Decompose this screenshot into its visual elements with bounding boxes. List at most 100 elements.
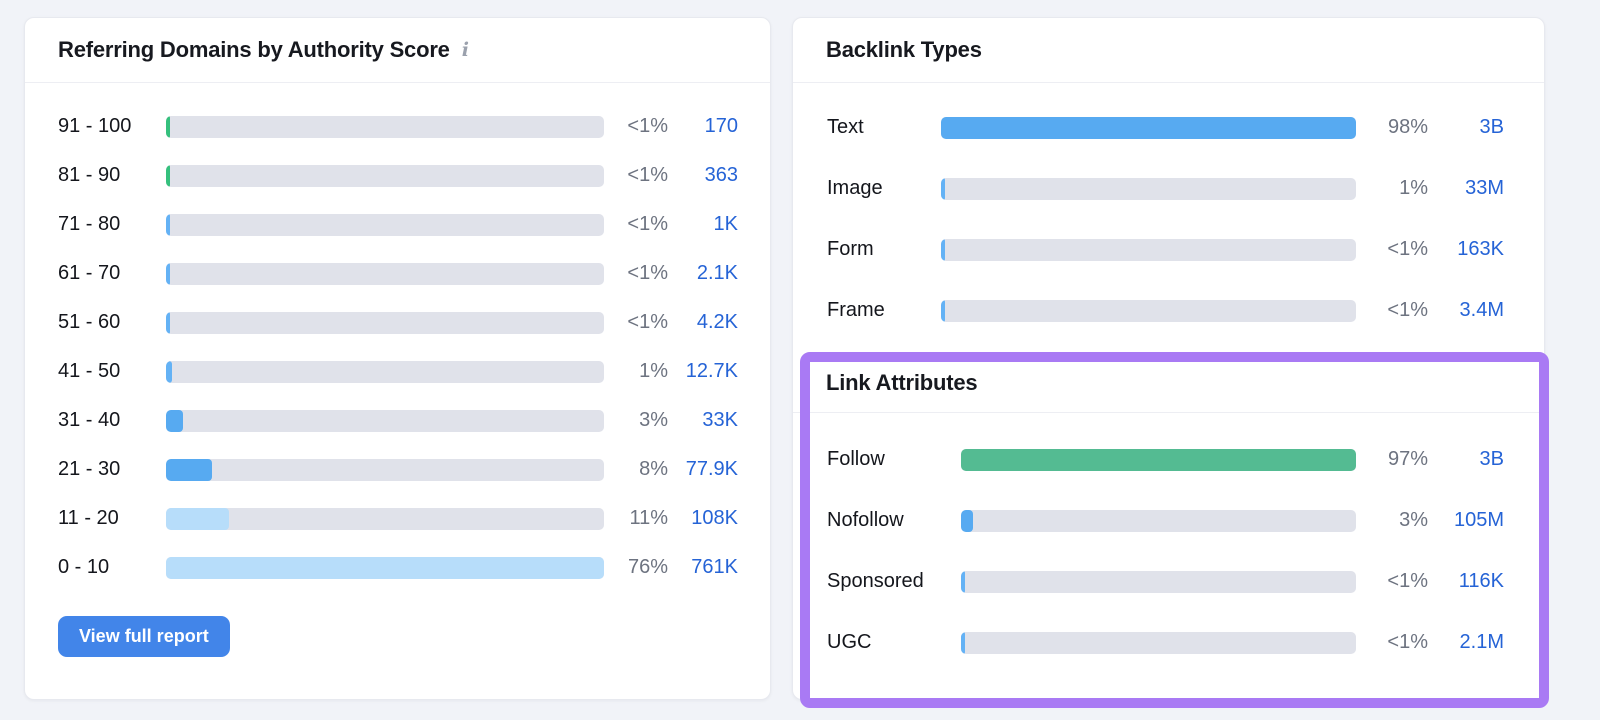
row-percent: 76% (627, 556, 668, 578)
panel-title-backlink-types: Backlink Types (826, 37, 982, 62)
row-value-link[interactable]: 2.1K (696, 262, 738, 284)
chart-row: 71 - 80 <1% 1K (58, 200, 738, 249)
bar-track (166, 458, 604, 481)
bar-track (961, 570, 1356, 593)
row-label: Sponsored (827, 570, 924, 592)
bar-fill (941, 177, 946, 200)
row-label: UGC (827, 631, 872, 653)
row-value-link[interactable]: 2.1M (1459, 631, 1504, 653)
row-label: Image (827, 177, 883, 199)
bar-track (961, 631, 1356, 654)
row-percent: <1% (1387, 238, 1428, 260)
row-value-link[interactable]: 3B (1479, 116, 1504, 138)
bar-fill (961, 570, 965, 593)
bar-fill (941, 299, 945, 322)
bar-track (166, 360, 604, 383)
row-value-link[interactable]: 363 (704, 164, 738, 186)
bar-track (961, 448, 1356, 471)
bar-fill (941, 238, 945, 261)
row-label: 91 - 100 (58, 115, 132, 137)
link-attributes-rows: Follow 97% 3B Nofollow 3% 105M Sponsored… (793, 413, 1544, 673)
bar-fill (166, 115, 170, 138)
row-label: 11 - 20 (58, 507, 119, 529)
row-percent: 1% (1399, 177, 1428, 199)
chart-row: 51 - 60 <1% 4.2K (58, 298, 738, 347)
bar-fill (166, 458, 213, 481)
chart-row: 0 - 10 76% 761K (58, 543, 738, 592)
chart-row: 11 - 20 11% 108K (58, 494, 738, 543)
row-percent: <1% (627, 311, 668, 333)
row-value-link[interactable]: 33K (702, 409, 738, 431)
row-label: 81 - 90 (58, 164, 121, 186)
bar-track (166, 213, 604, 236)
bar-fill (166, 262, 170, 285)
row-value-link[interactable]: 116K (1458, 570, 1504, 592)
row-percent: <1% (1387, 631, 1428, 653)
row-value-link[interactable]: 12.7K (685, 360, 738, 382)
backlinks-panel: Backlink Types Text 98% 3B Image 1% 33M … (792, 17, 1545, 700)
chart-row: 81 - 90 <1% 363 (58, 151, 738, 200)
row-percent: 1% (639, 360, 668, 382)
chart-row: UGC <1% 2.1M (827, 612, 1504, 673)
row-percent: 97% (1387, 448, 1428, 470)
row-label: 61 - 70 (58, 262, 121, 284)
bar-fill (166, 164, 170, 187)
row-percent: <1% (627, 213, 668, 235)
row-value-link[interactable]: 1K (713, 213, 738, 235)
row-value-link[interactable]: 4.2K (696, 311, 738, 333)
bar-track (166, 556, 604, 579)
backlink-types-header: Backlink Types (793, 18, 1544, 83)
row-percent: <1% (627, 262, 668, 284)
chart-row: Form <1% 163K (827, 219, 1504, 280)
bar-fill (166, 507, 230, 530)
bar-track (166, 507, 604, 530)
chart-row: Sponsored <1% 116K (827, 551, 1504, 612)
authority-score-rows: 91 - 100 <1% 170 81 - 90 <1% 363 71 - 80… (25, 83, 770, 592)
row-value-link[interactable]: 3.4M (1459, 299, 1504, 321)
row-percent: 3% (639, 409, 668, 431)
chart-row: Text 98% 3B (827, 97, 1504, 158)
info-icon[interactable]: i (461, 39, 469, 61)
bar-fill (166, 311, 170, 334)
row-value-link[interactable]: 3B (1479, 448, 1504, 470)
bar-track (941, 177, 1356, 200)
bar-fill (166, 360, 172, 383)
bar-track (166, 164, 604, 187)
row-percent: <1% (1387, 299, 1428, 321)
chart-row: Follow 97% 3B (827, 429, 1504, 490)
backlink-types-rows: Text 98% 3B Image 1% 33M Form <1% 163K F… (793, 83, 1544, 341)
row-value-link[interactable]: 163K (1457, 238, 1504, 260)
view-full-report-button[interactable]: View full report (58, 616, 230, 657)
row-label: 51 - 60 (58, 311, 121, 333)
link-attributes-header: Link Attributes (793, 353, 1544, 413)
bar-track (166, 311, 604, 334)
row-label: 21 - 30 (58, 458, 121, 480)
row-percent: 11% (629, 507, 668, 529)
bar-track (941, 116, 1356, 139)
row-label: 0 - 10 (58, 556, 110, 578)
chart-row: Nofollow 3% 105M (827, 490, 1504, 551)
bar-fill (941, 116, 1356, 139)
bar-track (166, 409, 604, 432)
row-percent: <1% (627, 164, 668, 186)
chart-row: 21 - 30 8% 77.9K (58, 445, 738, 494)
row-value-link[interactable]: 761K (691, 556, 738, 578)
row-value-link[interactable]: 105M (1453, 509, 1504, 531)
chart-row: 91 - 100 <1% 170 (58, 102, 738, 151)
row-value-link[interactable]: 33M (1465, 177, 1504, 199)
bar-fill (166, 556, 604, 579)
chart-row: 41 - 50 1% 12.7K (58, 347, 738, 396)
bar-track (961, 509, 1356, 532)
row-percent: 98% (1387, 116, 1428, 138)
bar-track (166, 262, 604, 285)
row-value-link[interactable]: 77.9K (685, 458, 738, 480)
referring-domains-panel: Referring Domains by Authority Score i 9… (24, 17, 771, 700)
row-value-link[interactable]: 108K (691, 507, 738, 529)
referring-domains-header: Referring Domains by Authority Score i (25, 18, 770, 83)
row-value-link[interactable]: 170 (704, 115, 738, 137)
row-label: Text (827, 116, 864, 138)
chart-row: Image 1% 33M (827, 158, 1504, 219)
panel-title-link-attributes: Link Attributes (826, 369, 978, 395)
row-label: 31 - 40 (58, 409, 121, 431)
row-percent: <1% (1387, 570, 1428, 592)
